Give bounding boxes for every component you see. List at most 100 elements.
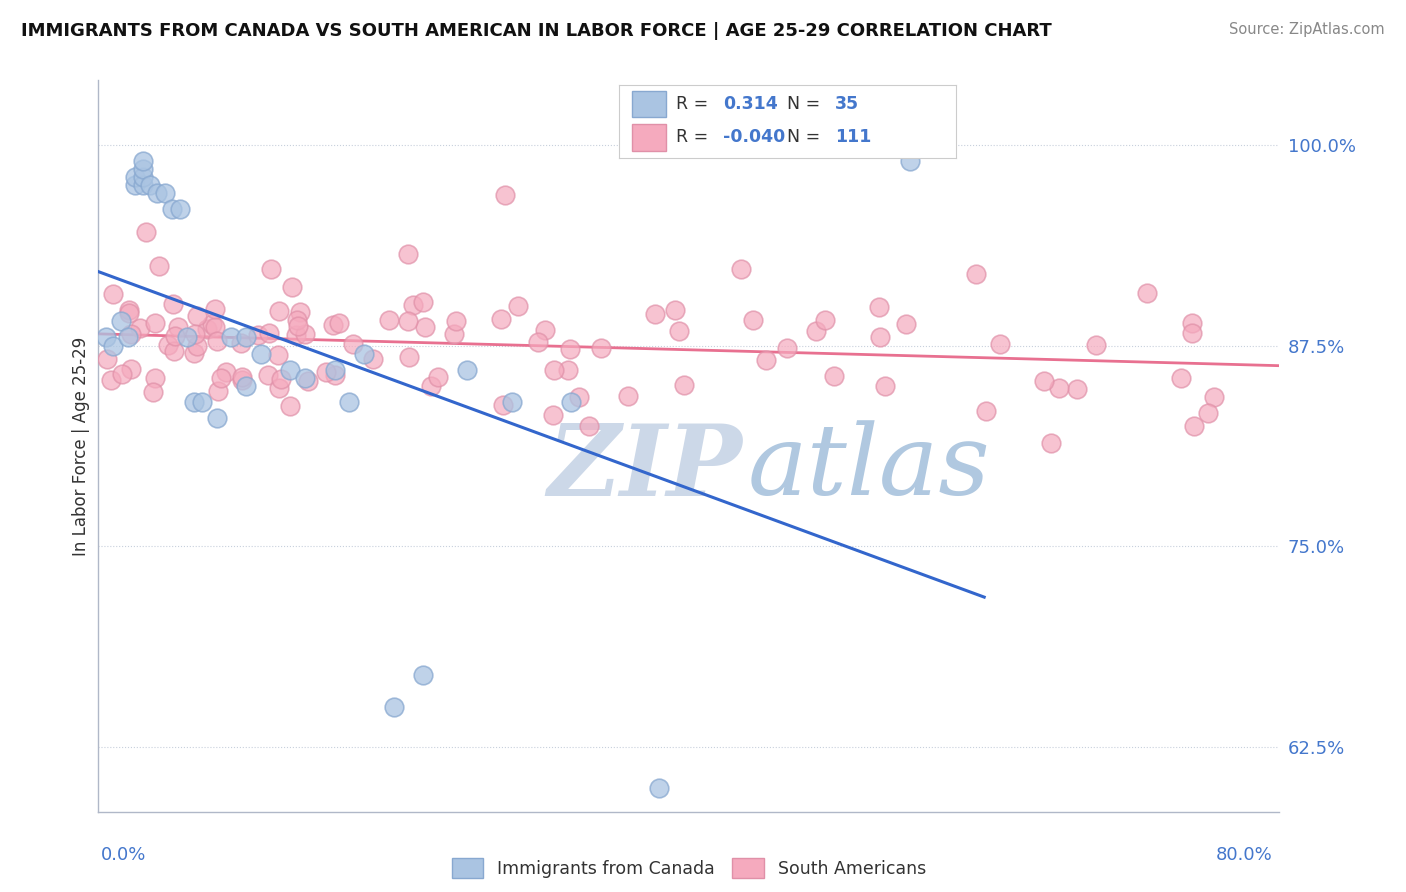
Point [156, 338, 179, 352]
Point [489, 312, 512, 326]
Point [118, 306, 141, 320]
Point [322, 318, 344, 333]
Point [132, 169, 155, 184]
Point [247, 327, 270, 342]
Point [110, 314, 132, 328]
Point [363, 352, 385, 367]
Point [184, 327, 207, 342]
Point [231, 336, 253, 351]
Legend: Immigrants from Canada, South Americans: Immigrants from Canada, South Americans [443, 850, 935, 888]
Point [965, 267, 987, 281]
Point [427, 369, 450, 384]
Text: N =: N = [787, 128, 827, 146]
Y-axis label: In Labor Force | Age 25-29: In Labor Force | Age 25-29 [72, 336, 90, 556]
Point [101, 287, 124, 301]
Point [205, 410, 228, 425]
Point [94, 330, 117, 344]
Point [204, 301, 226, 316]
Point [231, 373, 253, 387]
Text: 111: 111 [835, 128, 870, 146]
FancyBboxPatch shape [633, 91, 666, 117]
Point [342, 336, 364, 351]
Point [256, 368, 278, 382]
Point [96, 351, 118, 366]
Point [412, 668, 434, 682]
Point [1066, 382, 1088, 396]
Point [672, 377, 695, 392]
Text: 0.314: 0.314 [723, 95, 778, 112]
Point [103, 338, 125, 352]
Point [315, 365, 337, 379]
Point [162, 296, 184, 310]
Point [129, 321, 152, 335]
Point [1047, 381, 1070, 395]
Point [328, 316, 350, 330]
Point [868, 300, 890, 314]
Point [668, 324, 690, 338]
Point [1182, 418, 1205, 433]
Point [813, 312, 835, 326]
Text: -0.040: -0.040 [723, 128, 786, 146]
Point [287, 318, 309, 333]
Point [205, 334, 228, 348]
Point [278, 399, 301, 413]
Point [730, 262, 752, 277]
Point [153, 186, 176, 200]
Point [527, 334, 550, 349]
Point [492, 398, 515, 412]
Point [186, 310, 208, 324]
Point [120, 327, 142, 342]
Point [267, 381, 290, 395]
Point [111, 367, 134, 381]
Text: Source: ZipAtlas.com: Source: ZipAtlas.com [1229, 22, 1385, 37]
Point [443, 327, 465, 342]
Point [207, 384, 229, 399]
Point [294, 327, 316, 342]
Point [339, 394, 361, 409]
Point [163, 329, 186, 343]
Point [169, 202, 191, 216]
Point [990, 337, 1012, 351]
Point [557, 363, 579, 377]
Point [294, 370, 316, 384]
Point [494, 187, 516, 202]
Point [163, 344, 186, 359]
Point [267, 304, 290, 318]
Point [501, 394, 523, 409]
Point [568, 390, 591, 404]
Point [235, 378, 257, 392]
Point [323, 362, 346, 376]
Point [457, 362, 479, 376]
Point [894, 317, 917, 331]
Point [506, 299, 529, 313]
Point [200, 317, 222, 331]
Text: R =: R = [676, 95, 714, 112]
Point [1197, 406, 1219, 420]
Point [413, 320, 436, 334]
Point [117, 330, 139, 344]
Point [1136, 285, 1159, 300]
Point [285, 313, 308, 327]
Point [124, 169, 146, 184]
Point [755, 352, 778, 367]
Text: ZIP: ZIP [547, 420, 742, 516]
Point [1033, 374, 1056, 388]
Point [823, 368, 845, 383]
Point [974, 403, 997, 417]
Point [543, 362, 565, 376]
Point [419, 378, 441, 392]
Point [167, 320, 190, 334]
Point [235, 330, 257, 344]
Point [231, 369, 253, 384]
Point [741, 313, 763, 327]
Point [873, 379, 896, 393]
Point [578, 419, 600, 434]
Point [776, 341, 799, 355]
Point [124, 178, 146, 192]
Point [139, 178, 162, 192]
Point [804, 324, 827, 338]
Point [617, 388, 640, 402]
Point [260, 262, 283, 277]
Point [191, 394, 214, 409]
Point [204, 319, 226, 334]
